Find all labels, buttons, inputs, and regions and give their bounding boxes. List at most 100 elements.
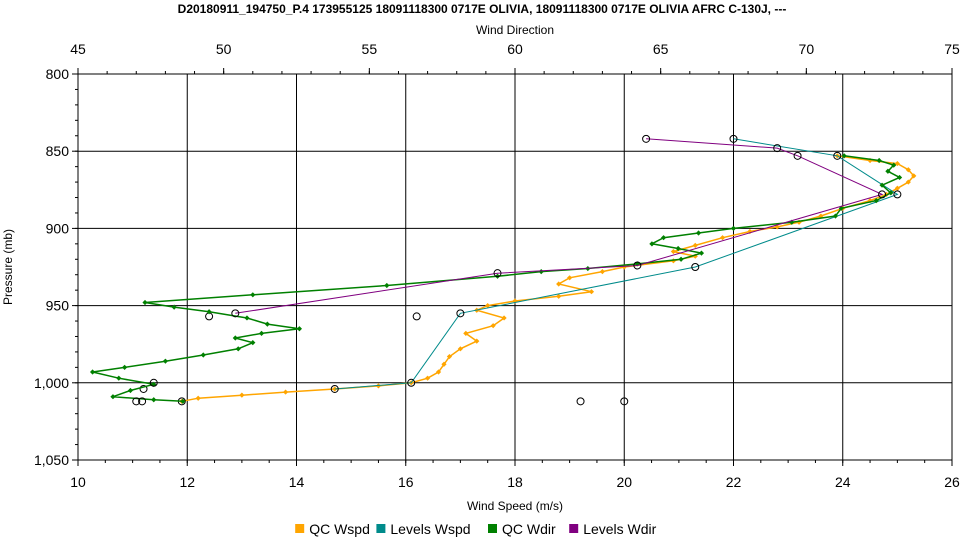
data-point [719,235,726,241]
data-point [911,173,917,179]
data-point [538,269,544,275]
data-point [774,224,780,230]
x-top-tick-label: 50 [216,41,232,57]
x-bottom-tick-label: 14 [289,474,305,490]
data-point [896,174,903,181]
legend-item: QC Wdir [488,521,556,537]
data-point [139,384,148,393]
data-point [620,397,629,406]
data-point [142,299,148,306]
y-tick-label: 1,050 [34,452,69,468]
data-point [556,281,562,287]
data-point [425,375,431,381]
x-top-tick-label: 65 [653,41,669,57]
grid-lines [78,74,952,460]
legend-swatch [569,524,579,533]
data-point [232,335,238,341]
bottom-axis-label: Wind Speed (m/s) [467,499,563,513]
x-bottom-tick-label: 24 [835,474,851,490]
y-tick-label: 800 [46,66,70,82]
data-point [412,312,421,321]
data-point [576,397,585,406]
data-point [330,384,339,393]
data-point [556,293,562,299]
data-point [296,326,303,332]
data-point [905,179,911,185]
data-point [730,225,737,231]
data-point [195,395,201,401]
data-point [512,298,518,304]
data-point [678,256,684,262]
y-tick-label: 900 [46,220,70,236]
x-top-tick-label: 45 [70,41,86,57]
data-point [132,397,141,406]
data-point [873,198,879,204]
x-bottom-tick-label: 20 [616,474,632,490]
data-point [457,346,463,352]
y-tick-label: 850 [46,143,70,159]
data-point [110,394,116,400]
data-point [138,397,147,406]
axes: 10 12 14 16 18 20 22 24 26 45 50 55 60 65 70 75 800 850 90… [34,41,960,490]
data-point [490,323,496,329]
data-point [833,151,842,160]
data-point [633,261,642,270]
data-point [282,389,289,395]
data-point [250,340,256,346]
data-point [888,190,894,196]
data-point [670,248,677,255]
data-point [441,361,447,367]
data-point [244,315,250,321]
data-point [599,269,605,275]
data-point [200,352,206,358]
data-point [493,269,502,278]
legend-item: Levels Wspd [376,521,471,537]
data-point [879,182,885,188]
data-point [893,190,902,199]
data-point [692,242,698,248]
data-point [463,330,469,336]
data-point [149,378,158,387]
x-top-tick-label: 55 [362,41,378,57]
x-bottom-tick-label: 10 [70,474,86,490]
legend: QC Wspd Levels Wspd QC Wdir Levels Wdir [295,521,657,537]
data-point [885,168,891,174]
series-line [181,155,915,403]
data-point [435,369,442,375]
x-top-tick-label: 70 [799,41,815,57]
data-point [456,309,465,318]
data-point [89,369,96,375]
data-point [116,375,122,381]
data-point [122,364,128,370]
data-point [501,315,507,321]
data-point [446,353,453,360]
x-bottom-tick-label: 26 [944,474,960,490]
series-qc-wdir [89,153,903,404]
data-point [180,398,186,404]
data-point [841,153,847,159]
series-levels-wspd [139,134,902,406]
y-axis-label: Pressure (mb) [1,229,15,305]
data-point [206,309,212,315]
data-point [258,330,265,336]
legend-label: QC Wspd [309,521,370,537]
legend-swatch [376,524,386,533]
data-point [384,282,390,289]
data-point [127,387,134,394]
chart-title: D20180911_194750_P.4 173955125 180911183… [178,2,787,16]
x-top-tick-label: 75 [944,41,960,57]
data-point [235,346,241,352]
series-line [92,155,902,403]
series-line [334,138,899,390]
data-point [231,309,240,318]
data-point [675,245,681,252]
data-point [485,303,491,309]
data-point [642,134,651,143]
data-point [151,397,157,403]
data-point [171,304,177,310]
data-point [891,162,897,168]
x-bottom-tick-label: 22 [726,474,742,490]
series-levels-wdir [132,134,887,406]
data-point [250,292,256,298]
y-tick-label: 1,000 [34,375,69,391]
